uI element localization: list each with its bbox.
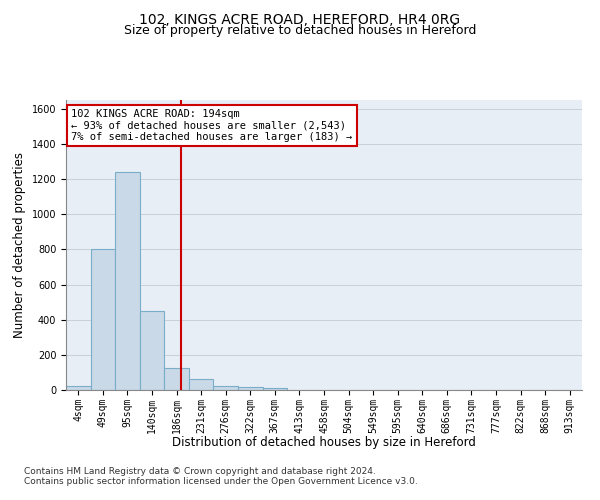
Bar	[140, 310, 164, 390]
Bar	[214, 386, 238, 390]
Y-axis label: Number of detached properties: Number of detached properties	[13, 152, 26, 338]
Bar	[66, 386, 91, 390]
Text: Distribution of detached houses by size in Hereford: Distribution of detached houses by size …	[172, 436, 476, 449]
Bar	[189, 379, 214, 390]
Text: 102, KINGS ACRE ROAD, HEREFORD, HR4 0RG: 102, KINGS ACRE ROAD, HEREFORD, HR4 0RG	[139, 12, 461, 26]
Text: Size of property relative to detached houses in Hereford: Size of property relative to detached ho…	[124, 24, 476, 37]
Bar	[238, 387, 263, 390]
Text: Contains public sector information licensed under the Open Government Licence v3: Contains public sector information licen…	[24, 477, 418, 486]
Bar	[91, 248, 115, 390]
Bar	[164, 368, 189, 390]
Bar	[115, 172, 140, 390]
Text: 102 KINGS ACRE ROAD: 194sqm
← 93% of detached houses are smaller (2,543)
7% of s: 102 KINGS ACRE ROAD: 194sqm ← 93% of det…	[71, 108, 352, 142]
Text: Contains HM Land Registry data © Crown copyright and database right 2024.: Contains HM Land Registry data © Crown c…	[24, 467, 376, 476]
Bar	[263, 388, 287, 390]
